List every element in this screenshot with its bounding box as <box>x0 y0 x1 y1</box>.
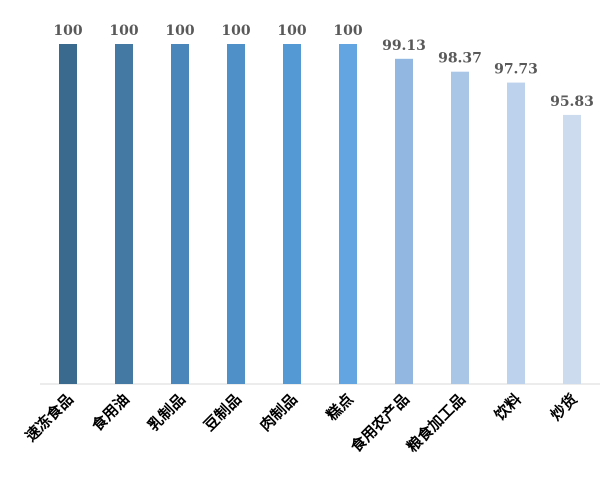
category-tick-label: 速冻食品 <box>22 390 77 445</box>
category-tick-label: 豆制品 <box>200 390 245 435</box>
bar-value-label: 100 <box>221 23 250 39</box>
bar-7 <box>395 58 413 385</box>
value-labels-group: 100 100 100 100 100 100 99.13 98.37 97.73 95.83 <box>53 23 594 110</box>
bar-8 <box>451 71 469 384</box>
bar-value-label: 100 <box>333 23 362 39</box>
bar-value-label: 95.83 <box>550 94 594 110</box>
category-tick-label: 乳制品 <box>144 390 189 435</box>
category-tick-label: 食用农产品 <box>347 390 413 456</box>
bar-value-label: 98.37 <box>438 51 482 67</box>
category-tick-label: 粮食加工品 <box>403 390 469 456</box>
bar-3 <box>171 44 189 384</box>
category-tick-label: 炒货 <box>547 390 581 424</box>
bar-6 <box>339 44 357 384</box>
bar-value-label: 100 <box>165 23 194 39</box>
bar-10 <box>563 114 581 385</box>
bar-value-label: 100 <box>277 23 306 39</box>
bar-1 <box>59 44 77 384</box>
bars-group <box>59 44 581 385</box>
category-tick-label: 饮料 <box>490 390 525 425</box>
category-tick-label: 糕点 <box>323 390 357 424</box>
bar-9 <box>507 82 525 384</box>
bar-4 <box>227 44 245 384</box>
bar-value-label: 97.73 <box>494 62 538 78</box>
bar-value-label: 99.13 <box>382 38 426 54</box>
category-tick-label: 食用油 <box>88 390 133 435</box>
bar-value-label: 100 <box>109 23 138 39</box>
category-tick-label: 肉制品 <box>256 390 301 435</box>
bar-5 <box>283 44 301 384</box>
bar-value-label: 100 <box>53 23 82 39</box>
bar-2 <box>115 44 133 384</box>
